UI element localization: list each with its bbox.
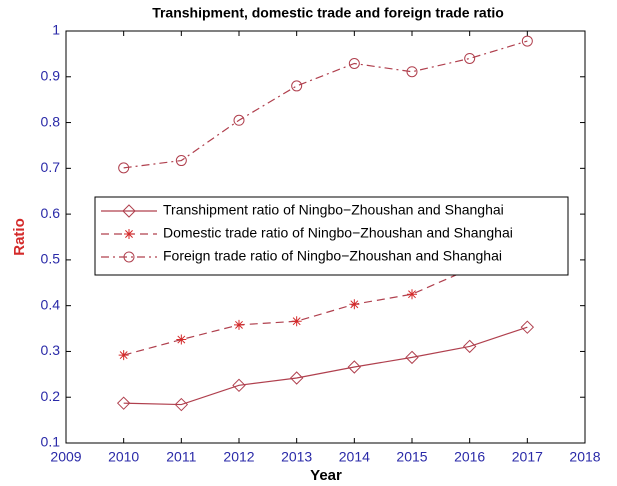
x-tick-label: 2016 — [454, 449, 485, 465]
data-marker — [407, 289, 417, 300]
y-tick-label: 0.5 — [41, 251, 61, 267]
series-line — [123, 326, 528, 406]
x-tick-label: 2015 — [396, 449, 427, 465]
legend-marker — [124, 229, 134, 239]
data-marker — [291, 316, 302, 327]
x-tick-label: 2011 — [166, 449, 196, 465]
x-tick-label: 2013 — [281, 449, 312, 465]
data-marker — [291, 80, 303, 92]
x-tick-label: 2014 — [339, 449, 370, 465]
x-tick-label: 2017 — [512, 449, 543, 465]
data-marker — [233, 114, 245, 126]
chart-title: Transhipment, domestic trade and foreign… — [152, 5, 504, 21]
y-tick-label: 0.2 — [41, 388, 61, 404]
data-marker — [176, 334, 187, 345]
data-marker — [520, 320, 535, 334]
series-line — [123, 40, 528, 169]
x-tick-label: 2018 — [569, 449, 600, 465]
x-axis-label: Year — [310, 467, 342, 484]
y-tick-label: 0.1 — [41, 434, 61, 450]
data-marker — [348, 58, 360, 70]
data-marker — [232, 378, 246, 393]
x-tick-label: 2010 — [108, 449, 139, 465]
x-tick-label: 2012 — [223, 449, 254, 465]
plot-frame — [65, 30, 586, 444]
y-tick-label: 0.7 — [41, 159, 61, 175]
data-marker — [521, 35, 533, 47]
y-axis-label: Ratio — [11, 218, 28, 256]
data-marker — [175, 155, 187, 167]
data-marker — [406, 66, 418, 78]
legend-label: Transhipment ratio of Ningbo−Zhoushan an… — [163, 202, 504, 218]
y-tick-label: 0.6 — [41, 205, 61, 221]
legend-label: Domestic trade ratio of Ningbo−Zhoushan … — [163, 225, 513, 241]
series-line — [123, 261, 528, 356]
data-marker — [116, 396, 131, 410]
data-marker — [289, 371, 304, 385]
data-marker — [174, 397, 189, 412]
y-tick-label: 0.8 — [41, 113, 61, 129]
legend-marker — [122, 204, 136, 218]
y-tick-label: 0.4 — [41, 296, 61, 312]
legend-label: Foreign trade ratio of Ningbo−Zhoushan a… — [163, 248, 502, 264]
data-marker — [234, 319, 244, 330]
data-marker — [349, 299, 360, 310]
data-marker — [118, 162, 130, 174]
data-marker — [462, 339, 477, 354]
legend-marker — [123, 251, 135, 263]
data-marker — [347, 360, 362, 374]
y-tick-label: 0.9 — [41, 67, 61, 83]
y-tick-label: 0.3 — [41, 342, 61, 358]
legend-box — [94, 196, 569, 276]
y-tick-label: 1 — [52, 22, 60, 38]
x-tick-label: 2009 — [50, 449, 81, 465]
data-marker — [464, 52, 476, 64]
data-marker — [405, 350, 419, 365]
data-marker — [118, 350, 129, 361]
